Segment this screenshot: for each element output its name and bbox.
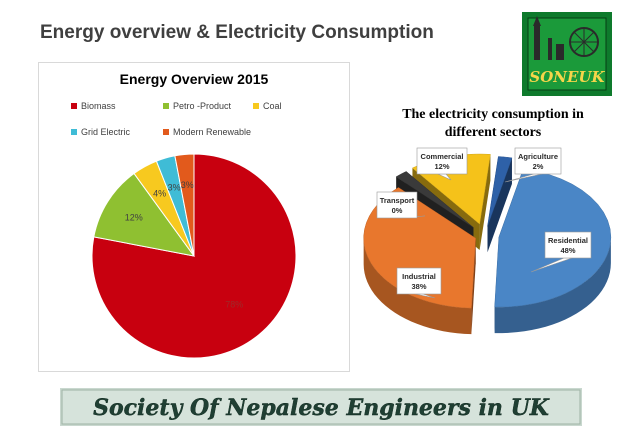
callout-value-label: 38% bbox=[411, 282, 426, 291]
callout-value-label: 0% bbox=[392, 206, 403, 215]
banner-text: Society Of Nepalese Engineers in UK bbox=[93, 395, 550, 421]
callout-box bbox=[514, 147, 562, 175]
pie-slice-petro-product bbox=[93, 172, 196, 257]
callout-box bbox=[376, 191, 418, 219]
pie-data-label: 3% bbox=[168, 182, 181, 192]
callout-category-label: Industrial bbox=[402, 272, 436, 281]
soneuk-banner: Society Of Nepalese Engineers in UK bbox=[60, 388, 582, 426]
callout-value-label: 2% bbox=[533, 162, 544, 171]
callout-category-label: Agriculture bbox=[518, 152, 558, 161]
legend-label: Grid Electric bbox=[81, 127, 131, 137]
logo-text: SONEUK bbox=[529, 68, 605, 86]
callout-value-label: 48% bbox=[560, 246, 575, 255]
chart2-title: The electricity consumption in different… bbox=[380, 106, 606, 142]
pie3d-slice-residential bbox=[494, 168, 612, 334]
callout-category-label: Commercial bbox=[421, 152, 464, 161]
soneuk-logo: SONEUK bbox=[522, 12, 612, 96]
legend-label: Modern Renewable bbox=[173, 127, 252, 137]
pie-data-label: 12% bbox=[125, 213, 143, 223]
pie-data-label: 4% bbox=[153, 188, 166, 198]
callout-category-label: Residential bbox=[548, 236, 588, 245]
chart2-title-line2: different sectors bbox=[444, 125, 542, 140]
pie-data-label: 78% bbox=[225, 300, 243, 310]
callout-value-label: 12% bbox=[434, 162, 449, 171]
pie-slice-modern-renewable bbox=[174, 153, 195, 257]
chart2-title-line1: The electricity consumption in bbox=[402, 107, 584, 122]
legend-label: Coal bbox=[263, 101, 282, 111]
legend-label: Biomass bbox=[81, 101, 116, 111]
slide-title: Energy overview & Electricity Consumptio… bbox=[40, 22, 434, 43]
legend-swatch bbox=[71, 103, 77, 109]
legend-item-coal: Coal bbox=[253, 101, 282, 111]
chart1-legend: Biomass Petro -Product Coal Grid Electri… bbox=[39, 63, 349, 153]
chart1-pie: 78%12%4%3% 3% bbox=[91, 153, 297, 359]
legend-swatch bbox=[71, 129, 77, 135]
legend-item-biomass: Biomass bbox=[71, 101, 116, 111]
callout-box bbox=[544, 231, 592, 259]
legend-swatch bbox=[253, 103, 259, 109]
callout-box bbox=[416, 147, 468, 175]
legend-swatch bbox=[163, 129, 169, 135]
legend-label: Petro -Product bbox=[173, 101, 232, 111]
energy-overview-chart: Energy Overview 2015 Biomass Petro -Prod… bbox=[38, 62, 350, 372]
legend-item-renewable: Modern Renewable bbox=[163, 127, 251, 137]
callout-category-label: Transport bbox=[380, 196, 415, 205]
legend-swatch bbox=[163, 103, 169, 109]
pie-data-label: 3% bbox=[181, 180, 194, 190]
chart1-title: Energy Overview 2015 bbox=[119, 71, 269, 87]
legend-item-petro: Petro -Product bbox=[163, 101, 231, 111]
legend-item-grid: Grid Electric bbox=[71, 127, 130, 137]
callout-box bbox=[396, 267, 442, 295]
